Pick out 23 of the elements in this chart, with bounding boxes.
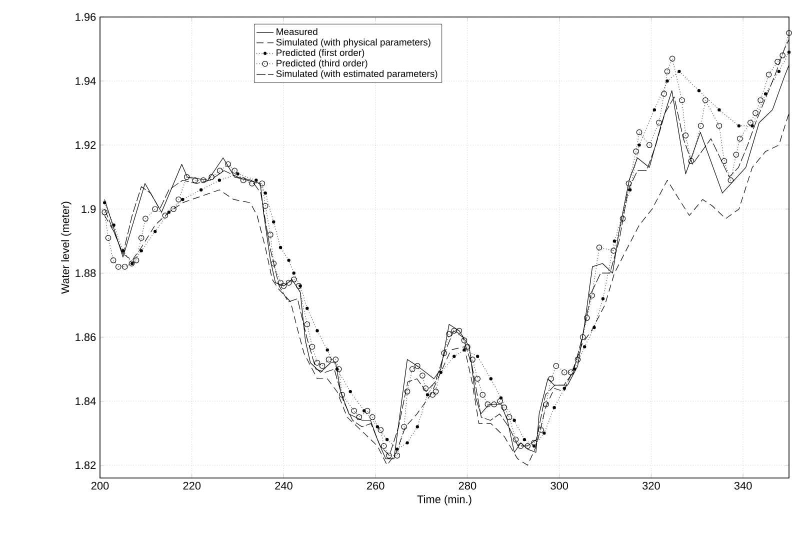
y-tick-label: 1.82	[76, 461, 96, 470]
y-tick-label: 1.94	[76, 77, 96, 85]
legend-label: Simulated (with estimated parameters)	[276, 70, 438, 79]
x-tick-label: 260	[367, 482, 384, 490]
legend-label: Predicted (first order)	[276, 49, 364, 58]
x-tick-label: 200	[91, 482, 109, 490]
legend-label: Predicted (third order)	[276, 60, 368, 68]
x-tick-label: 220	[183, 482, 201, 490]
y-axis-title: Water level (meter)	[61, 202, 72, 294]
x-tick-label: 280	[458, 482, 476, 490]
y-tick-label: 1.86	[76, 333, 96, 342]
legend-label: Simulated (with physical parameters)	[276, 38, 430, 48]
y-tick-label: 1.88	[76, 269, 96, 277]
y-tick-label: 1.84	[76, 397, 96, 406]
y-tick-label: 1.96	[76, 13, 96, 21]
x-tick-label: 300	[550, 482, 568, 490]
x-axis-title: Time (min.)	[417, 495, 472, 506]
x-tick-label: 320	[642, 482, 660, 490]
y-tick-label: 1.92	[76, 141, 96, 149]
x-tick-label: 340	[734, 482, 752, 490]
y-tick-label: 1.9	[82, 205, 96, 213]
legend-label: Measured	[276, 28, 318, 36]
x-tick-label: 240	[275, 482, 292, 490]
